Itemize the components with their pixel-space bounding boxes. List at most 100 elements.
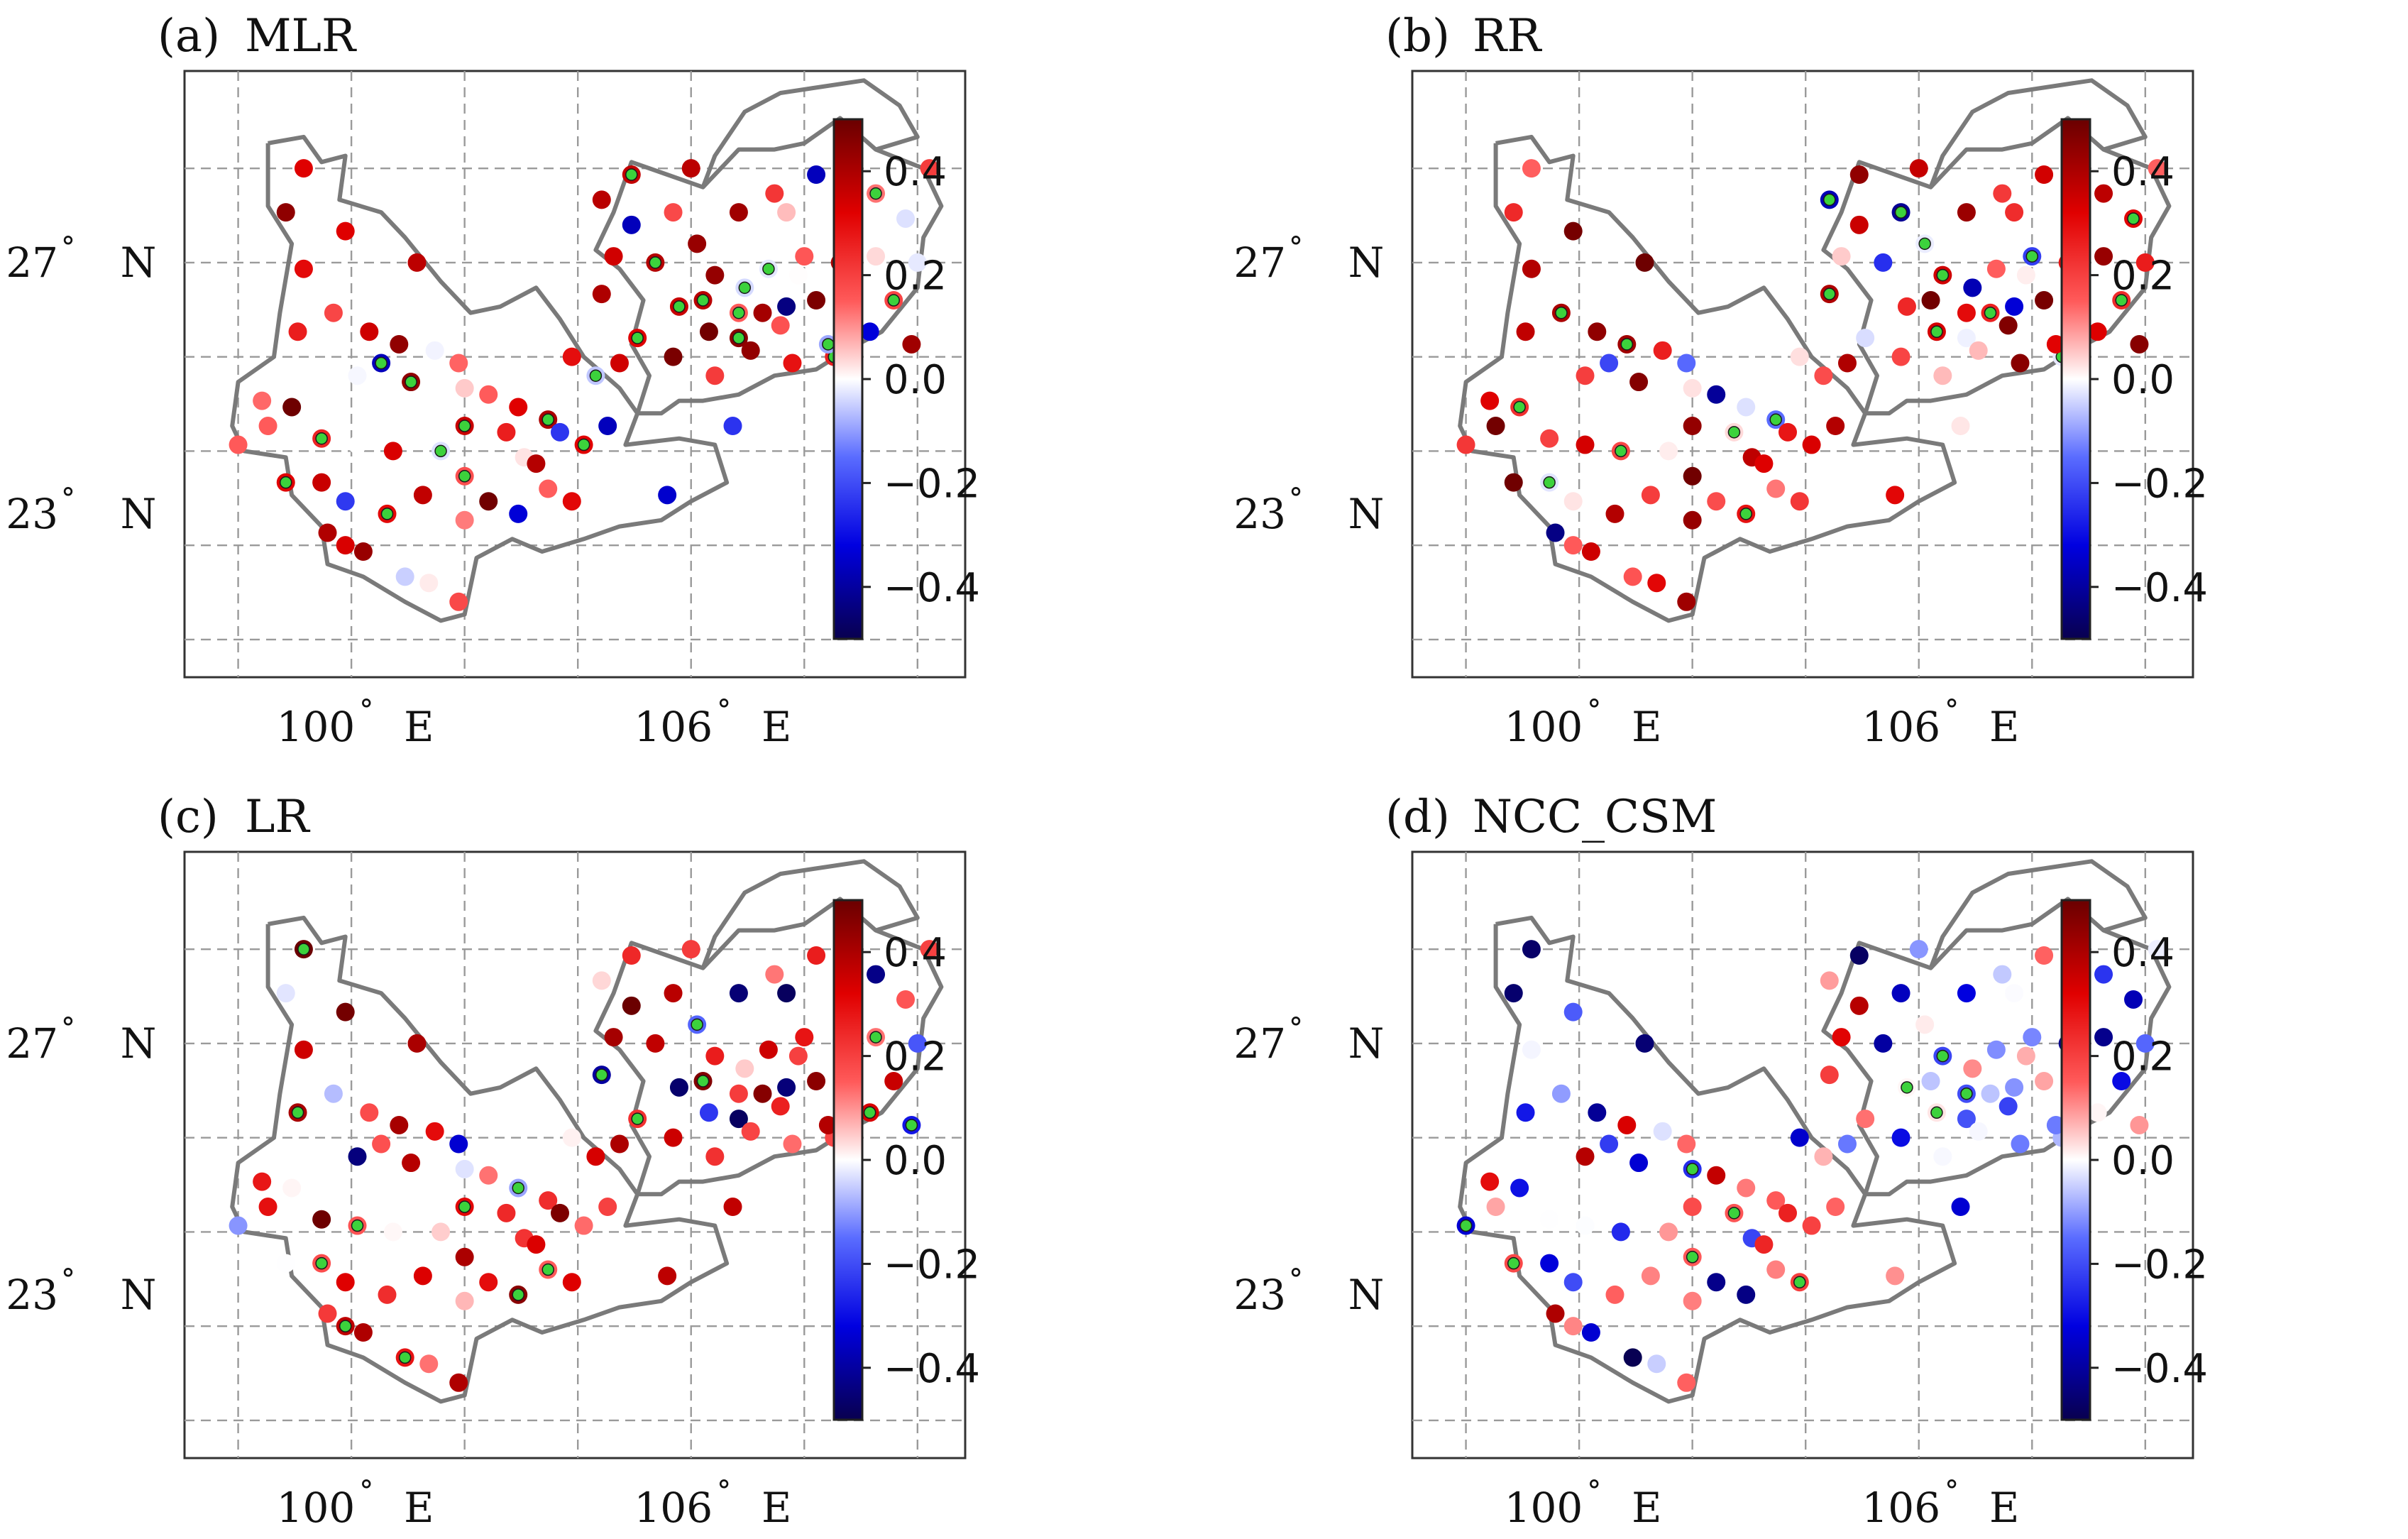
station-marker [867, 247, 886, 266]
significance-marker [1793, 1276, 1806, 1288]
station-marker [1677, 1373, 1696, 1392]
significance-marker [1727, 426, 1741, 439]
station-marker [1957, 1110, 1976, 1129]
station-marker [1576, 1216, 1595, 1235]
station-marker [1659, 442, 1678, 461]
station-marker [788, 265, 808, 285]
station-marker [1653, 1122, 1672, 1141]
panel-label: (c) [158, 791, 219, 843]
significance-marker [589, 369, 603, 382]
station-marker [431, 1222, 451, 1242]
significance-marker [541, 1263, 554, 1276]
significance-marker [458, 1200, 471, 1213]
station-marker [294, 159, 313, 178]
station-marker [318, 1304, 337, 1323]
station-marker [1659, 1222, 1678, 1242]
station-marker [2023, 1028, 2042, 1047]
station-marker [896, 990, 916, 1009]
panel-label: (d) [1385, 791, 1450, 843]
colorbar-tick-label: 0.2 [2111, 253, 2175, 300]
station-marker [1986, 1040, 2006, 1059]
station-marker [425, 341, 444, 360]
station-marker [788, 1046, 808, 1066]
station-marker [1963, 278, 1982, 297]
station-marker [1820, 971, 1839, 990]
station-marker [705, 1046, 725, 1066]
y-tick-dir: N [1348, 239, 1385, 287]
station-marker [2094, 247, 2113, 266]
significance-marker [696, 1075, 710, 1088]
x-tick-dir: E [1989, 1484, 2019, 1532]
station-marker [336, 221, 355, 241]
station-marker [229, 1216, 248, 1235]
colorbar-tick-label: 0.4 [2111, 149, 2175, 195]
station-marker [479, 1273, 498, 1292]
colorbar [2060, 118, 2091, 640]
station-marker [1576, 366, 1595, 385]
y-tick-label: 27 [1233, 239, 1286, 287]
station-marker [1790, 347, 1809, 366]
panel-label: (a) [158, 10, 220, 62]
station-marker [360, 1103, 379, 1122]
station-marker [1581, 1323, 1600, 1342]
station-marker [258, 1198, 277, 1217]
station-marker [455, 510, 474, 530]
degree-mark: ° [1587, 1475, 1601, 1508]
station-marker [312, 1210, 331, 1229]
colorbar-tick-label: 0.4 [2111, 930, 2175, 976]
significance-marker [869, 1031, 882, 1044]
significance-marker [1686, 1163, 1699, 1176]
station-marker [2088, 1103, 2107, 1122]
station-marker [2005, 203, 2024, 222]
station-marker [258, 417, 277, 436]
station-marker [1766, 1260, 1786, 1279]
station-marker [2124, 990, 2143, 1009]
degree-mark: ° [359, 694, 373, 727]
degree-mark: ° [1289, 1264, 1303, 1296]
station-marker [699, 322, 718, 341]
station-marker [598, 1198, 617, 1217]
station-marker [1969, 341, 1988, 360]
significance-marker [1615, 444, 1627, 458]
station-marker [2005, 1078, 2024, 1097]
station-marker [1909, 159, 1928, 178]
station-marker [1635, 253, 1654, 272]
degree-mark: ° [717, 694, 731, 727]
station-marker [1563, 492, 1583, 511]
station-marker [622, 946, 641, 965]
station-marker [282, 1178, 302, 1198]
station-marker [1504, 473, 1523, 492]
significance-marker [732, 306, 745, 319]
station-marker [807, 1072, 826, 1091]
station-marker [360, 322, 379, 341]
station-marker [586, 1147, 605, 1166]
station-marker [402, 1154, 421, 1173]
station-marker [1605, 504, 1624, 523]
station-marker [1993, 184, 2012, 203]
station-marker [479, 385, 498, 404]
station-marker [1707, 492, 1726, 511]
significance-marker [1543, 476, 1556, 489]
province-border-3 [1928, 859, 2148, 969]
colorbar-tick-label: −0.4 [884, 1346, 980, 1392]
station-marker [1605, 1285, 1624, 1304]
station-marker [413, 486, 432, 505]
station-marker [1754, 1235, 1774, 1254]
degree-mark: ° [1945, 694, 1959, 727]
station-marker [497, 422, 516, 442]
station-marker [2130, 334, 2149, 354]
degree-mark: ° [1945, 1475, 1959, 1508]
station-marker [1933, 366, 1952, 385]
significance-marker [1727, 1207, 1741, 1220]
station-marker [1820, 1066, 1839, 1085]
station-marker [753, 1084, 772, 1103]
province-border-3 [700, 859, 920, 969]
station-marker [2148, 940, 2167, 959]
significance-marker [1894, 206, 1908, 219]
station-marker [795, 247, 814, 266]
station-marker [2016, 265, 2035, 285]
colorbar [832, 899, 864, 1421]
x-tick-dir: E [1632, 1484, 1661, 1532]
station-marker [1504, 984, 1523, 1003]
